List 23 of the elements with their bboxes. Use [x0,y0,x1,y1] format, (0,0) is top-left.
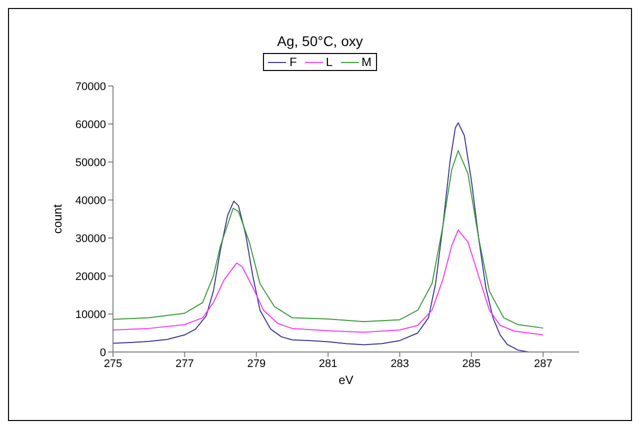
legend-label: F [289,55,297,69]
y-tick-label: 40000 [75,194,106,207]
y-tick-label: 60000 [75,118,106,131]
legend-label: M [362,55,372,69]
x-tick-label: 287 [534,358,552,370]
y-tick-label: 0 [100,346,106,359]
y-tick-label: 50000 [75,156,106,169]
x-axis-title: eV [338,373,354,387]
x-tick-label: 283 [390,358,409,370]
line-series [113,230,544,336]
x-tick-label: 285 [462,358,481,370]
x-tick-label: 281 [318,358,338,370]
x-tick-label: 277 [176,358,194,370]
y-tick-label: 30000 [75,232,106,245]
y-tick-label: 20000 [75,270,106,283]
chart-title: Ag, 50°C, oxy [277,33,363,49]
y-axis-title: count [50,204,64,234]
y-tick-label: 70000 [75,80,106,93]
line-series [113,150,544,329]
legend-label: L [326,55,333,69]
y-tick-label: 10000 [75,308,106,321]
x-tick-label: 275 [104,358,122,370]
x-tick-label: 279 [247,358,266,370]
